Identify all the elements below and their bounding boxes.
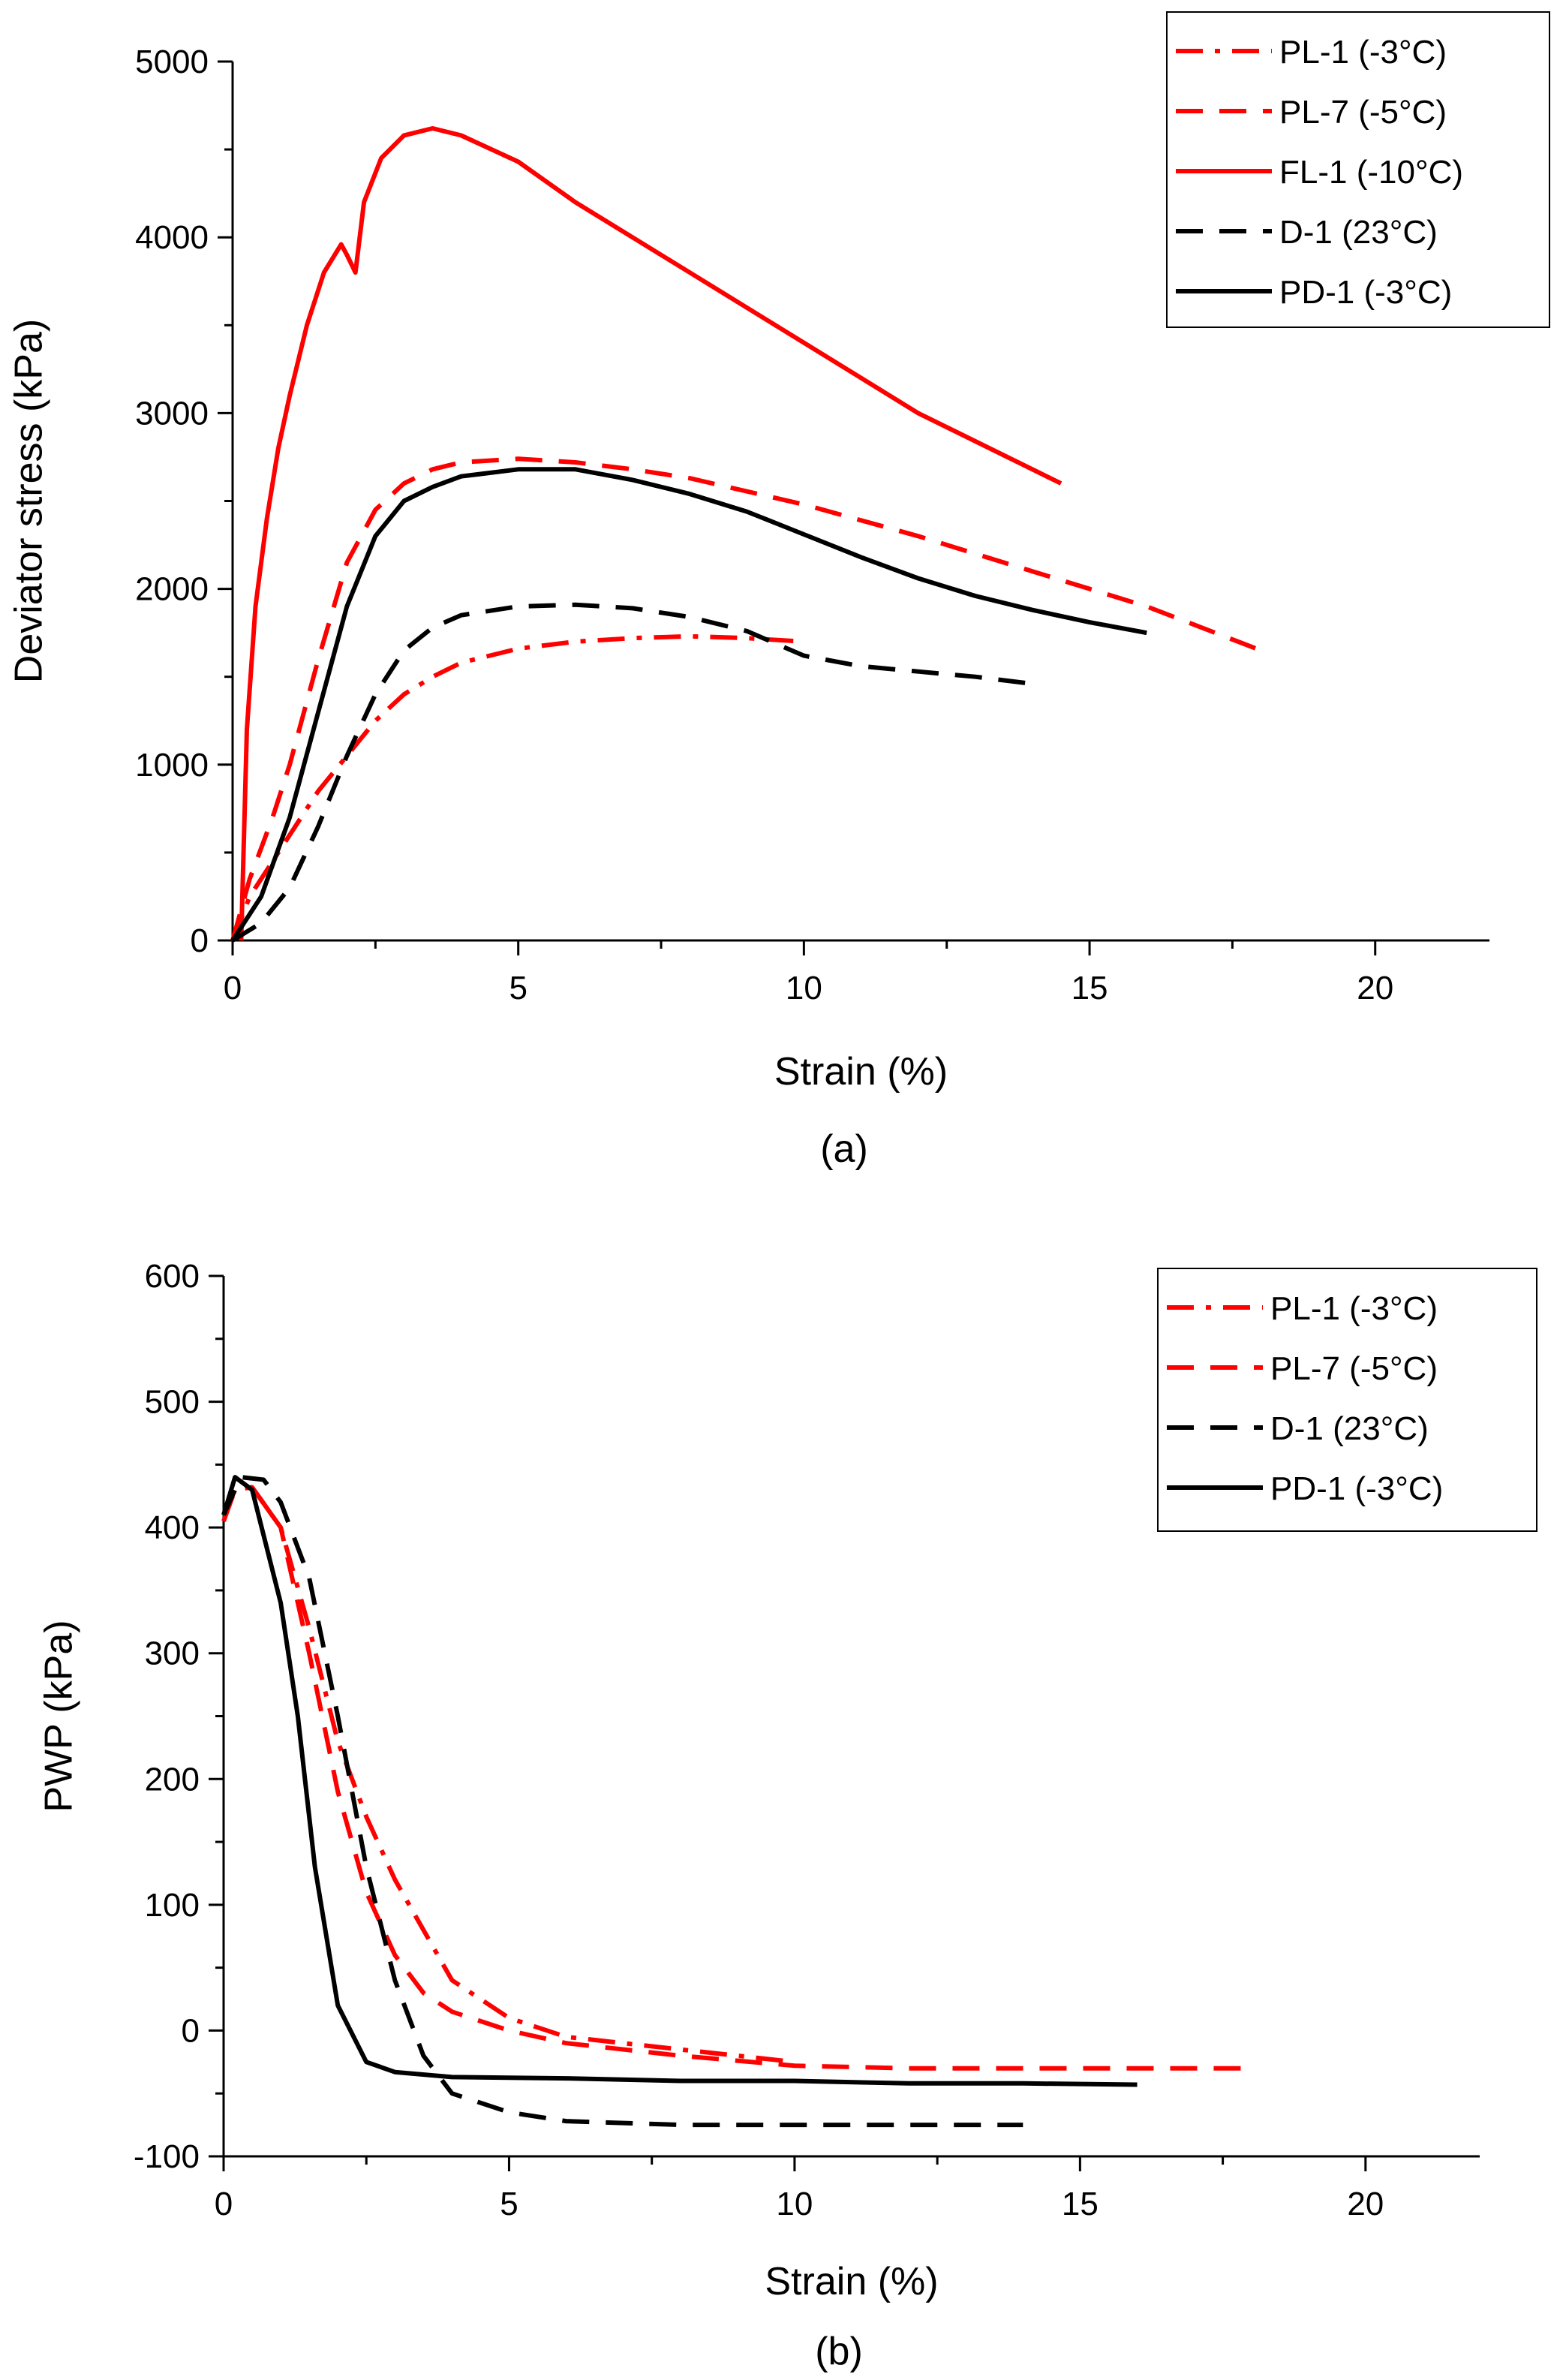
- y-tick-label: 0: [191, 922, 209, 959]
- panel-label-b: (b): [815, 2330, 863, 2373]
- legend-label: D-1 (23°C): [1270, 1410, 1429, 1447]
- y-tick-label: 4000: [135, 219, 209, 256]
- y-axis-title: PWP (kPa): [38, 1620, 81, 1812]
- legend-label: D-1 (23°C): [1279, 214, 1438, 251]
- y-tick-label: 3000: [135, 395, 209, 432]
- series-line: [230, 456, 1262, 941]
- chart-panel-b: 0 5 10 15 20 -100 0 100 200 300 400 500 600 Strain (%…: [38, 1258, 1537, 2303]
- x-axis-title: Strain (%): [774, 1050, 948, 1094]
- y-axis-title: Deviator stress (kPa): [8, 319, 51, 683]
- chart-panel-a: 0 5 10 15 20 0 1000 2000 3000 4000 5000 Strain (%) D…: [8, 11, 1550, 1094]
- series-line: [239, 126, 1063, 941]
- x-axis-title: Strain (%): [765, 2260, 938, 2303]
- legend-label: PL-1 (-3°C): [1270, 1290, 1438, 1327]
- legend-label: PL-1 (-3°C): [1279, 34, 1447, 71]
- legend: PL-1 (-3°C) PL-7 (-5°C) D-1 (23°C) PD-1 (-3…: [1157, 1268, 1537, 1532]
- series-line: [221, 1485, 795, 2065]
- y-tick-label: 2000: [135, 571, 209, 608]
- y-tick-label: 300: [145, 1635, 200, 1672]
- y-tick-label: 200: [145, 1761, 200, 1798]
- legend-label: FL-1 (-10°C): [1279, 154, 1463, 191]
- series-line: [221, 1475, 1138, 2087]
- x-tick-label: 10: [776, 2186, 813, 2222]
- series-line: [231, 602, 1033, 943]
- series-line: [230, 633, 804, 942]
- x-tick-label: 20: [1347, 2186, 1384, 2222]
- legend-label: PL-7 (-5°C): [1270, 1350, 1438, 1387]
- x-tick-label: 20: [1357, 970, 1393, 1006]
- y-tick-label: 1000: [135, 747, 209, 784]
- panel-label-a: (a): [820, 1127, 868, 1171]
- x-tick-label: 0: [215, 2186, 233, 2222]
- x-tick-label: 15: [1072, 970, 1108, 1006]
- x-tick-label: 15: [1062, 2186, 1099, 2222]
- x-tick-label: 0: [224, 970, 242, 1006]
- y-tick-label: 5000: [135, 44, 209, 80]
- y-tick-label: 400: [145, 1509, 200, 1546]
- y-tick-label: 0: [182, 2012, 200, 2049]
- y-tick-label: -100: [134, 2138, 200, 2175]
- legend-label: PD-1 (-3°C): [1270, 1470, 1443, 1507]
- x-tick-label: 10: [786, 970, 822, 1006]
- y-tick-label: 500: [145, 1384, 200, 1421]
- legend-label: PD-1 (-3°C): [1279, 274, 1452, 311]
- x-tick-label: 5: [500, 2186, 518, 2222]
- series-line: [221, 1475, 1023, 2128]
- y-tick-label: 600: [145, 1258, 200, 1295]
- x-tick-label: 5: [509, 970, 527, 1006]
- legend-label: PL-7 (-5°C): [1279, 94, 1447, 131]
- y-tick-label: 100: [145, 1887, 200, 1924]
- series-line: [230, 467, 1147, 942]
- series-line: [221, 1485, 1252, 2071]
- legend: PL-1 (-3°C) PL-7 (-5°C) FL-1 (-10°C) D-1 (2…: [1166, 11, 1550, 328]
